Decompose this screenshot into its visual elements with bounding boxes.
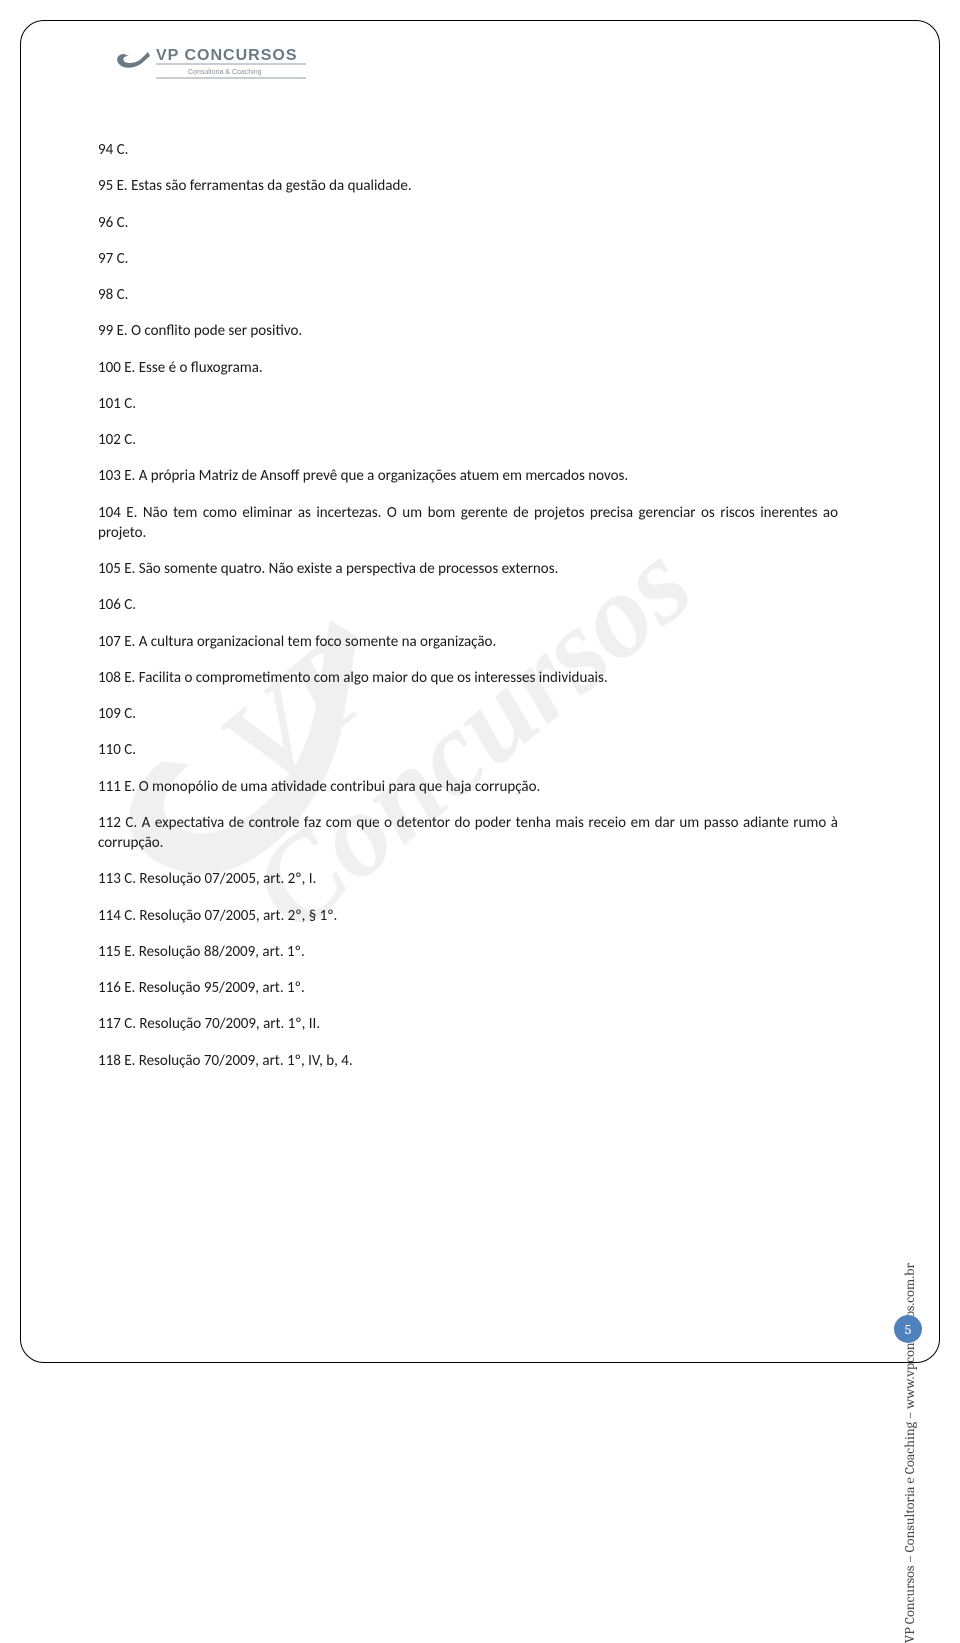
answer-line: 113 C. Resolução 07/2005, art. 2º, I. <box>98 869 838 889</box>
answer-line: 95 E. Estas são ferramentas da gestão da… <box>98 176 838 196</box>
answer-line: 105 E. São somente quatro. Não existe a … <box>98 559 838 579</box>
answer-line: 115 E. Resolução 88/2009, art. 1º. <box>98 942 838 962</box>
svg-text:Consultoria & Coaching: Consultoria & Coaching <box>188 69 262 76</box>
answer-line: 99 E. O conflito pode ser positivo. <box>98 321 838 341</box>
answer-line: 114 C. Resolução 07/2005, art. 2º, § 1º. <box>98 906 838 926</box>
answer-line: 116 E. Resolução 95/2009, art. 1º. <box>98 978 838 998</box>
answer-line: 118 E. Resolução 70/2009, art. 1º, IV, b… <box>98 1051 838 1071</box>
answer-line: 96 C. <box>98 213 838 233</box>
answer-line: 109 C. <box>98 704 838 724</box>
answer-line: 101 C. <box>98 394 838 414</box>
answer-line: 98 C. <box>98 285 838 305</box>
answer-line: 108 E. Facilita o comprometimento com al… <box>98 668 838 688</box>
answer-line: 100 E. Esse é o fluxograma. <box>98 358 838 378</box>
answer-line: 104 E. Não tem como eliminar as incertez… <box>98 503 838 544</box>
answer-line: 107 E. A cultura organizacional tem foco… <box>98 632 838 652</box>
page-number: 5 <box>905 1321 912 1338</box>
logo: VP CONCURSOS Consultoria & Coaching <box>116 36 316 86</box>
page-number-badge: 5 <box>894 1315 922 1343</box>
answer-line: 111 E. O monopólio de uma atividade cont… <box>98 777 838 797</box>
answer-line: 103 E. A própria Matriz de Ansoff prevê … <box>98 466 838 486</box>
answer-line: 102 C. <box>98 430 838 450</box>
answer-list: 94 C. 95 E. Estas são ferramentas da ges… <box>98 140 838 1071</box>
answer-line: 117 C. Resolução 70/2009, art. 1º, II. <box>98 1014 838 1034</box>
answer-line: 97 C. <box>98 249 838 269</box>
answer-line: 110 C. <box>98 740 838 760</box>
answer-line: 94 C. <box>98 140 838 160</box>
answer-line: 106 C. <box>98 595 838 615</box>
svg-text:VP CONCURSOS: VP CONCURSOS <box>156 47 298 64</box>
answer-line: 112 C. A expectativa de controle faz com… <box>98 813 838 854</box>
